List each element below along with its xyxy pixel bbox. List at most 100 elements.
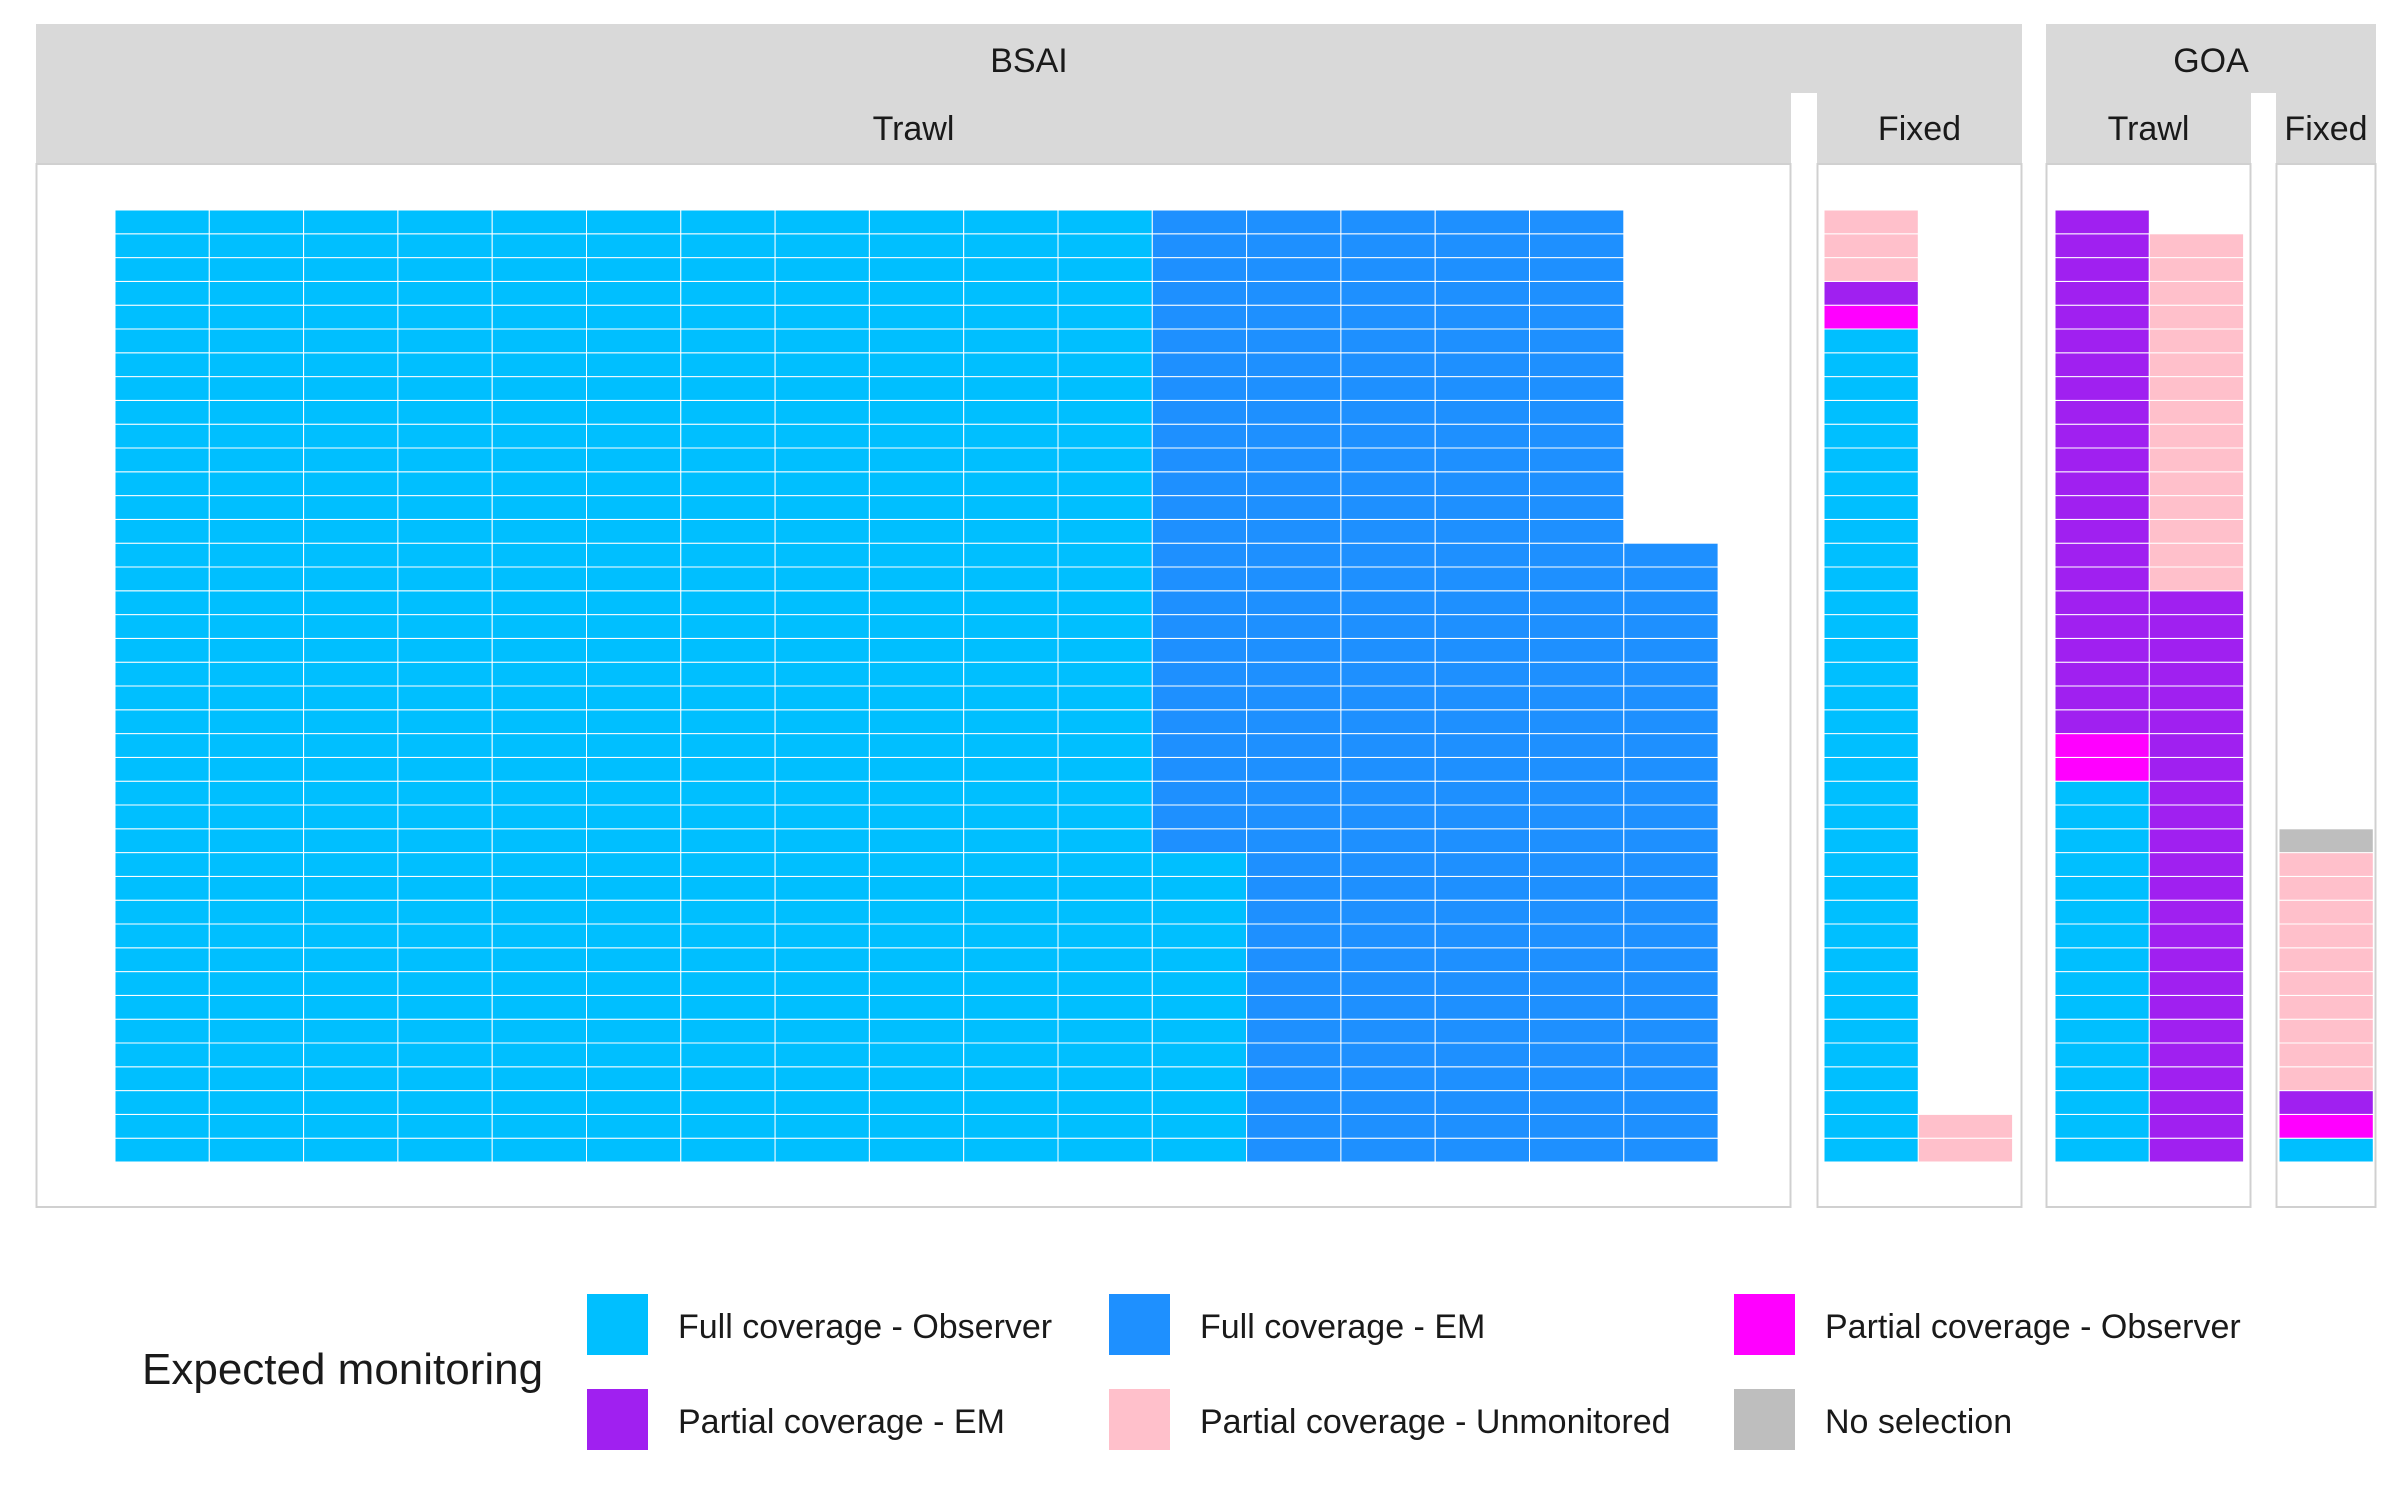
waffle-cell-full_obs bbox=[114, 637, 210, 663]
waffle-cell-full_obs bbox=[303, 495, 399, 520]
waffle-cell-full_obs bbox=[208, 828, 305, 854]
waffle-cell-full_obs bbox=[208, 1137, 305, 1163]
waffle-cell-full_obs bbox=[303, 852, 399, 877]
waffle-cell-full_em bbox=[1340, 423, 1436, 449]
waffle-cell-full_obs bbox=[1151, 1137, 1248, 1163]
waffle-cell-part_unmon bbox=[2148, 257, 2245, 282]
waffle-cell-full_obs bbox=[680, 828, 776, 854]
waffle-cell-full_em bbox=[1434, 637, 1530, 663]
waffle-cell-full_obs bbox=[397, 709, 493, 735]
waffle-cell-full_obs bbox=[303, 566, 399, 592]
waffle-cell-full_obs bbox=[1057, 828, 1153, 854]
waffle-cell-full_em bbox=[1246, 709, 1342, 735]
waffle-cell-full_obs bbox=[303, 1137, 399, 1163]
waffle-cell-full_obs bbox=[1151, 923, 1248, 949]
waffle-cell-part_unmon bbox=[2278, 994, 2374, 1020]
waffle-cell-full_em bbox=[1340, 495, 1436, 520]
waffle-cell-full_obs bbox=[208, 376, 305, 401]
waffle-cell-full_obs bbox=[963, 1113, 1059, 1139]
waffle-cell-full_obs bbox=[1823, 376, 1919, 401]
waffle-cell-full_obs bbox=[208, 947, 305, 973]
waffle-cell-full_obs bbox=[114, 1066, 210, 1092]
waffle-cell-full_obs bbox=[1057, 447, 1153, 473]
waffle-cell-full_em bbox=[1340, 233, 1436, 259]
waffle-cell-full_obs bbox=[1057, 733, 1153, 758]
waffle-cell-full_obs bbox=[1823, 828, 1919, 854]
waffle-cell-full_em bbox=[1340, 780, 1436, 806]
waffle-cell-full_obs bbox=[491, 304, 588, 330]
waffle-cell-full_obs bbox=[963, 1066, 1059, 1092]
waffle-cell-full_obs bbox=[1823, 399, 1919, 425]
waffle-cell-full_obs bbox=[2054, 1113, 2150, 1139]
waffle-cell-full_em bbox=[1434, 352, 1530, 378]
legend-swatch-part_unmon bbox=[1109, 1389, 1170, 1450]
waffle-cell-full_em bbox=[1340, 994, 1436, 1020]
waffle-cell-full_obs bbox=[774, 614, 870, 639]
waffle-cell-full_obs bbox=[1151, 899, 1248, 925]
legend-title: Expected monitoring bbox=[142, 1345, 543, 1394]
waffle-cell-full_em bbox=[1529, 994, 1625, 1020]
gear-label-bsai-fixed: Fixed bbox=[1878, 110, 1961, 148]
waffle-cell-full_em bbox=[1434, 852, 1530, 877]
waffle-cell-full_obs bbox=[114, 828, 210, 854]
waffle-cell-full_obs bbox=[1057, 1042, 1153, 1068]
waffle-cell-full_em bbox=[1151, 804, 1248, 830]
waffle-cell-full_obs bbox=[114, 614, 210, 639]
waffle-cell-full_obs bbox=[963, 209, 1059, 235]
waffle-cell-part_em bbox=[2148, 661, 2245, 687]
waffle-cell-full_obs bbox=[397, 756, 493, 782]
waffle-cell-full_obs bbox=[774, 399, 870, 425]
waffle-cell-full_obs bbox=[491, 471, 588, 497]
waffle-cell-full_em bbox=[1340, 804, 1436, 830]
waffle-cell-full_obs bbox=[114, 1113, 210, 1139]
waffle-cell-full_em bbox=[1623, 1113, 1719, 1139]
waffle-cell-full_obs bbox=[2054, 828, 2150, 854]
waffle-cell-full_obs bbox=[868, 875, 965, 901]
waffle-cell-part_unmon bbox=[1823, 209, 1919, 235]
waffle-cell-full_obs bbox=[680, 685, 776, 711]
waffle-cell-full_em bbox=[1434, 1137, 1530, 1163]
waffle-cell-full_obs bbox=[586, 828, 682, 854]
waffle-cell-full_obs bbox=[774, 756, 870, 782]
waffle-cell-full_em bbox=[1623, 1018, 1719, 1044]
gear-label-bsai-trawl: Trawl bbox=[873, 110, 955, 148]
waffle-cell-full_obs bbox=[1057, 376, 1153, 401]
legend-items: Full coverage - Observer Full coverage - … bbox=[587, 1294, 2241, 1450]
waffle-cell-full_em bbox=[1246, 280, 1342, 306]
waffle-cell-full_obs bbox=[114, 376, 210, 401]
waffle-cell-full_obs bbox=[2054, 1066, 2150, 1092]
waffle-cell-full_em bbox=[1246, 1113, 1342, 1139]
waffle-cell-full_obs bbox=[586, 614, 682, 639]
waffle-cell-full_obs bbox=[868, 542, 965, 568]
waffle-cell-full_obs bbox=[680, 733, 776, 758]
waffle-cell-full_obs bbox=[868, 1090, 965, 1115]
waffle-cell-full_obs bbox=[491, 1042, 588, 1068]
waffle-cell-full_obs bbox=[303, 709, 399, 735]
waffle-cell-full_em bbox=[1434, 947, 1530, 973]
waffle-cell-full_obs bbox=[963, 542, 1059, 568]
waffle-cell-full_obs bbox=[680, 542, 776, 568]
waffle-cell-part_em bbox=[2148, 756, 2245, 782]
waffle-cell-full_em bbox=[1151, 495, 1248, 520]
waffle-cell-full_em bbox=[1529, 637, 1625, 663]
waffle-cell-full_obs bbox=[2054, 804, 2150, 830]
region-label-bsai: BSAI bbox=[990, 42, 1067, 80]
waffle-cell-part_em bbox=[2148, 947, 2245, 973]
waffle-cell-part_em bbox=[2148, 733, 2245, 758]
waffle-cell-full_obs bbox=[208, 209, 305, 235]
waffle-cell-part_em bbox=[2148, 1018, 2245, 1044]
waffle-cell-full_obs bbox=[586, 1042, 682, 1068]
waffle-cell-part_unmon bbox=[1823, 257, 1919, 282]
waffle-cell-full_obs bbox=[774, 304, 870, 330]
waffle-cell-full_obs bbox=[114, 471, 210, 497]
waffle-cell-full_obs bbox=[491, 709, 588, 735]
waffle-cells-goa-fixed bbox=[2278, 828, 2374, 1163]
waffle-cell-full_obs bbox=[963, 1137, 1059, 1163]
waffle-cell-full_obs bbox=[868, 233, 965, 259]
waffle-cell-full_obs bbox=[208, 899, 305, 925]
waffle-cell-part_obs bbox=[2054, 756, 2150, 782]
waffle-cell-full_em bbox=[1529, 733, 1625, 758]
waffle-cell-full_obs bbox=[491, 1137, 588, 1163]
waffle-cell-full_obs bbox=[303, 756, 399, 782]
waffle-cell-full_obs bbox=[1057, 947, 1153, 973]
